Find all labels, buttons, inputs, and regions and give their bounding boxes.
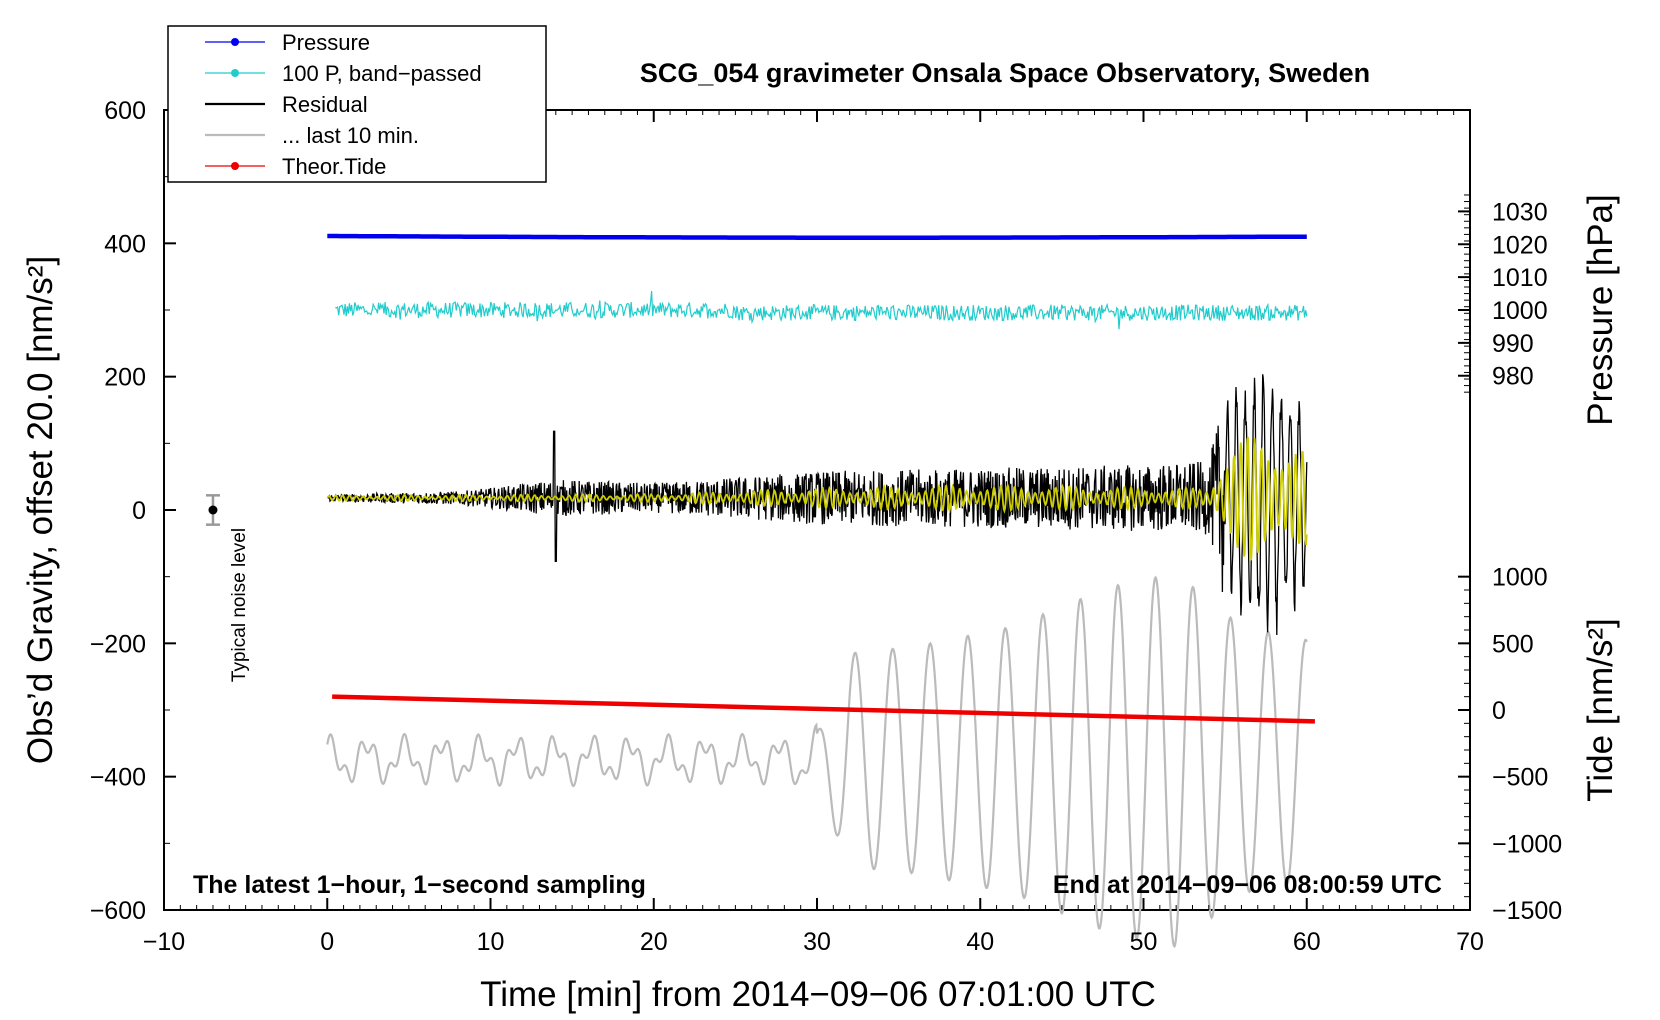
chart-title: SCG_054 gravimeter Onsala Space Observat… bbox=[640, 58, 1370, 88]
legend: Pressure 100 P, band−passed Residual ... la… bbox=[167, 25, 547, 183]
y-tick-label: 0 bbox=[132, 497, 146, 525]
legend-label: Theor.Tide bbox=[282, 154, 386, 179]
pressure-tick-label: 1020 bbox=[1492, 231, 1548, 259]
tide-tick-label: −1000 bbox=[1492, 830, 1562, 858]
y-axis-pressure-title: Pressure [hPa] bbox=[1581, 194, 1620, 426]
tide-tick-label: 0 bbox=[1492, 697, 1506, 725]
x-axis: −10 0 10 20 30 40 50 60 70 bbox=[143, 110, 1484, 956]
legend-label: Pressure bbox=[282, 30, 370, 55]
x-tick-label: 30 bbox=[803, 928, 831, 956]
pressure-tick-label: 990 bbox=[1492, 330, 1534, 358]
series-residual-filtered bbox=[326, 436, 1308, 561]
legend-swatch-dot bbox=[231, 69, 239, 77]
tide-tick-label: 1000 bbox=[1492, 564, 1548, 592]
noise-point bbox=[208, 505, 218, 515]
tide-tick-label: −1500 bbox=[1492, 897, 1562, 925]
pressure-tick-label: 1000 bbox=[1492, 297, 1548, 325]
x-tick-label: 50 bbox=[1130, 928, 1158, 956]
pressure-tick-label: 1010 bbox=[1492, 264, 1548, 292]
series-theor-tide bbox=[332, 694, 1315, 724]
series-pressure-bandpassed bbox=[335, 290, 1308, 330]
legend-swatch-dot bbox=[231, 162, 239, 170]
series-pressure bbox=[327, 233, 1307, 240]
legend-swatch-dot bbox=[231, 38, 239, 46]
series-residual bbox=[326, 374, 1308, 636]
legend-label: Residual bbox=[282, 92, 368, 117]
annotation-end-time: End at 2014−09−06 08:00:59 UTC bbox=[1053, 871, 1442, 899]
y-tick-label: 600 bbox=[104, 97, 146, 125]
y-axis-tide-title: Tide [nm/s²] bbox=[1581, 618, 1620, 801]
series-layer bbox=[326, 233, 1315, 949]
x-tick-label: 40 bbox=[966, 928, 994, 956]
x-axis-title: Time [min] from 2014−09−06 07:01:00 UTC bbox=[480, 975, 1156, 1014]
legend-label: 100 P, band−passed bbox=[282, 61, 482, 86]
annotation-latest-hour: The latest 1−hour, 1−second sampling bbox=[193, 871, 646, 899]
y-tick-label: 200 bbox=[104, 364, 146, 392]
x-tick-label: −10 bbox=[143, 928, 185, 956]
pressure-tick-label: 1030 bbox=[1492, 198, 1548, 226]
y-axis-left-title: Obs’d Gravity, offset 20.0 [nm/s²] bbox=[21, 256, 60, 764]
y-axis-pressure: 980 990 1000 1010 1020 1030 bbox=[1458, 194, 1548, 393]
x-tick-label: 60 bbox=[1293, 928, 1321, 956]
series-last-10-min bbox=[326, 575, 1308, 949]
y-tick-label: −200 bbox=[90, 630, 146, 658]
noise-level-indicator bbox=[205, 494, 220, 526]
x-tick-label: 0 bbox=[320, 928, 334, 956]
pressure-tick-label: 980 bbox=[1492, 363, 1534, 391]
legend-label: ... last 10 min. bbox=[282, 123, 419, 148]
y-axis-tide: −1500 −1000 −500 0 500 1000 bbox=[1458, 564, 1562, 925]
tide-tick-label: −500 bbox=[1492, 764, 1548, 792]
tide-tick-label: 500 bbox=[1492, 630, 1534, 658]
x-tick-label: 10 bbox=[477, 928, 505, 956]
y-tick-label: 400 bbox=[104, 230, 146, 258]
x-tick-label: 70 bbox=[1456, 928, 1484, 956]
y-tick-label: −600 bbox=[90, 897, 146, 925]
y-axis-left: −600 −400 −200 0 200 400 600 bbox=[90, 97, 176, 925]
noise-label: Typical noise level bbox=[229, 528, 250, 682]
y-tick-label: −400 bbox=[90, 764, 146, 792]
x-tick-label: 20 bbox=[640, 928, 668, 956]
